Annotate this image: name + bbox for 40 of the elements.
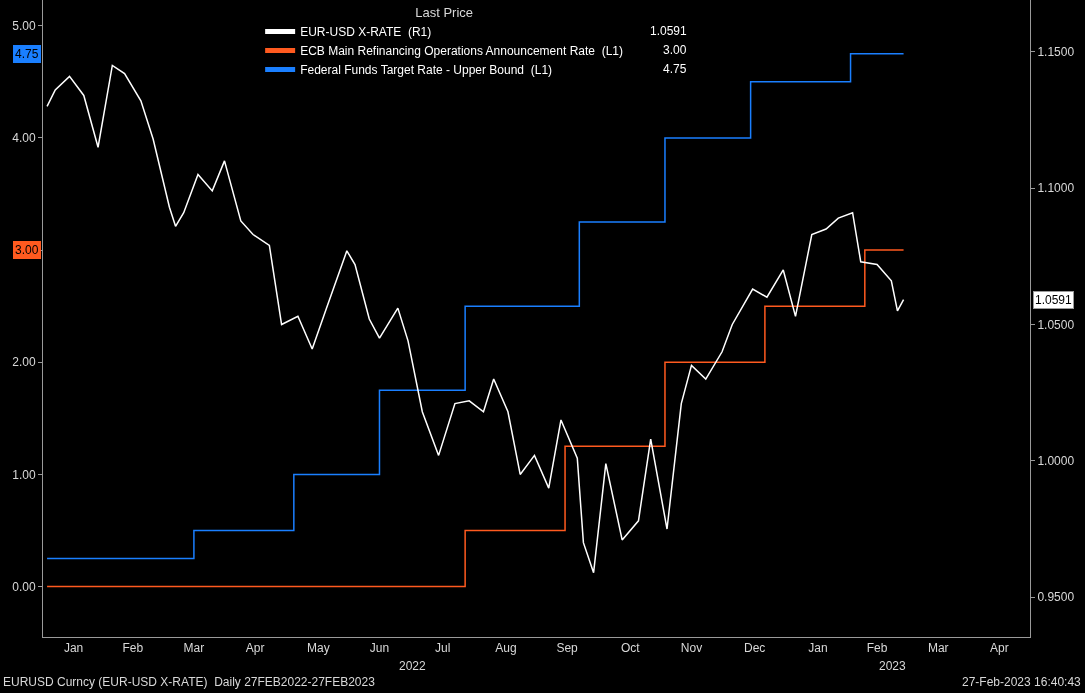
text: 4.75 <box>15 47 39 61</box>
x-tick-label: Feb <box>866 641 888 656</box>
annotation: 4.75 <box>663 62 687 76</box>
y2-tick-label: 1.0000 <box>1037 454 1075 469</box>
x-tick-label: Mar <box>183 641 205 656</box>
text: EURUSD Curncy (EUR-USD X-RATE) Daily 27FEB2022-27FEB2023 <box>3 675 376 689</box>
x-tick-label: May <box>306 641 330 656</box>
y-tick-label: 0.00 <box>12 579 36 594</box>
x-tick-label: Jan <box>808 641 828 656</box>
x-tick-label: Dec <box>744 641 766 656</box>
x-tick-label: Jun <box>369 641 390 656</box>
y2-tick-label: 1.1000 <box>1037 181 1075 196</box>
legend-label: ECB Main Refinancing Operations Announcement Rate (L1) <box>300 44 623 59</box>
y2-tick-label: 0.9500 <box>1037 590 1075 605</box>
y2-tick-label: 1.0500 <box>1037 317 1075 332</box>
text: 1.0591 <box>1035 293 1073 307</box>
legend-label: EUR-USD X-RATE (R1) <box>300 25 432 40</box>
x-tick-label: Apr <box>990 641 1009 656</box>
annotation: 1.0591 <box>650 24 688 38</box>
y-tick-label: 1.00 <box>12 467 36 482</box>
x-tick-label: Mar <box>927 641 949 656</box>
x-tick-label: Apr <box>245 641 265 656</box>
y-tick-label: 4.00 <box>12 131 36 146</box>
text: 2023 <box>879 659 907 673</box>
x-tick-label: Jul <box>435 641 451 656</box>
text: 27-Feb-2023 16:40:43 <box>962 675 1082 689</box>
text: 2022 <box>399 659 427 673</box>
legend-label: Federal Funds Target Rate - Upper Bound (L1) <box>300 63 553 78</box>
x-tick-label: Feb <box>122 641 144 656</box>
y2-tick-label: 1.1500 <box>1037 45 1075 60</box>
x-tick-label: Oct <box>620 641 641 656</box>
x-tick-label: Sep <box>556 641 579 656</box>
y-tick-label: 5.00 <box>12 18 36 33</box>
text: 3.00 <box>15 243 39 257</box>
x-tick-label: Nov <box>680 641 703 656</box>
legend-title: Last Price <box>415 4 474 20</box>
x-tick-label: Aug <box>495 641 517 656</box>
y-tick-label: 2.00 <box>12 355 36 370</box>
annotation: 3.00 <box>663 43 687 57</box>
x-tick-label: Jan <box>63 641 84 656</box>
